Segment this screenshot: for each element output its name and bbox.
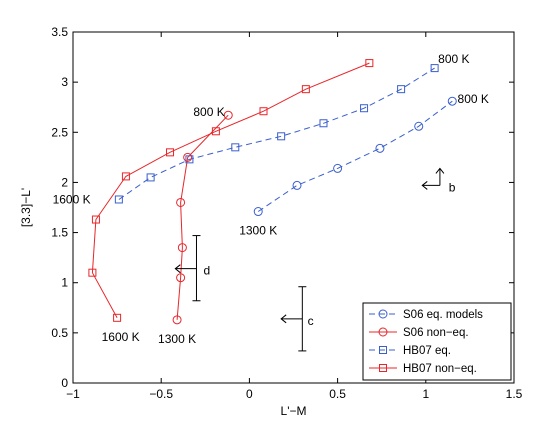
y-axis-label: [3.3]−L' xyxy=(19,188,33,227)
data-point-s2-5 xyxy=(183,152,193,162)
data-point-s2-4 xyxy=(176,197,186,207)
data-point-s3-2 xyxy=(146,173,155,182)
data-point-s3-5 xyxy=(277,132,286,141)
legend-label-4: HB07 non−eq. xyxy=(403,363,477,375)
y-tick-label-8: 3.5 xyxy=(51,25,68,39)
shift-arrowhead-d xyxy=(174,264,181,274)
error-label-c: c xyxy=(308,314,314,328)
legend-label-1: S06 eq. models xyxy=(403,309,483,321)
data-point-s4-1 xyxy=(113,313,122,322)
y-tick-label-6: 2.5 xyxy=(51,125,68,139)
legend-box xyxy=(362,302,512,381)
data-point-s3-1 xyxy=(114,195,123,204)
data-point-s1-2 xyxy=(292,180,302,190)
data-point-s4-4 xyxy=(121,172,130,181)
legend-marker-1 xyxy=(378,309,388,319)
data-point-s4-3 xyxy=(91,215,100,224)
data-point-s4-8 xyxy=(301,85,310,94)
shift-arrowhead-c xyxy=(280,314,287,324)
data-point-s3-9 xyxy=(430,64,439,73)
temperature-annotation-1: 800 K xyxy=(438,52,469,66)
error-label-d: d xyxy=(204,264,211,278)
vector-b-label: b xyxy=(449,180,456,194)
series-line-2 xyxy=(176,114,229,320)
legend-label-2: S06 non−eq. xyxy=(403,327,469,339)
data-point-s3-8 xyxy=(397,85,406,94)
y-tick-label-4: 1.5 xyxy=(51,226,68,240)
x-axis-label: L'−M xyxy=(281,404,307,418)
y-tick-label-2: 0.5 xyxy=(51,326,68,340)
data-point-s1-1 xyxy=(253,207,263,217)
data-point-s1-4 xyxy=(375,143,385,153)
plot-frame xyxy=(72,31,515,384)
series-line-1 xyxy=(257,100,453,212)
vector-b-arrowhead-left xyxy=(421,181,428,190)
temperature-annotation-2: 800 K xyxy=(458,92,489,106)
x-tick-label-1: −1 xyxy=(66,387,80,401)
data-point-s1-5 xyxy=(414,121,424,131)
data-point-s1-6 xyxy=(447,96,457,106)
y-tick-label-5: 2 xyxy=(61,175,68,189)
data-point-s4-7 xyxy=(259,107,268,116)
temperature-annotation-7: 1300 K xyxy=(158,332,196,346)
legend-marker-3 xyxy=(379,346,387,354)
legend: S06 eq. models S06 non−eq. HB07 eq. HB07 no… xyxy=(362,302,512,381)
data-point-s3-7 xyxy=(360,104,369,113)
x-tick-label-4: 0.5 xyxy=(329,387,346,401)
series-line-3 xyxy=(118,67,435,200)
annotations: 800 K 800 K 800 K 1600 K 1300 K 1600 K 1300 K xyxy=(53,52,489,346)
x-tick-label-3: 0 xyxy=(246,387,253,401)
temperature-annotation-3: 800 K xyxy=(193,105,224,119)
data-point-s3-4 xyxy=(231,143,240,152)
axes: −1 −0.5 0 0.5 1 1.5 0 0.5 1 1.5 2 2.5 3 3.5 xyxy=(51,25,522,401)
x-tick-label-6: 1.5 xyxy=(506,387,523,401)
series-line-4 xyxy=(91,62,370,319)
vector-b-arrowhead-up xyxy=(435,167,445,174)
data-point-s4-9 xyxy=(365,59,374,68)
temperature-annotation-6: 1600 K xyxy=(102,330,140,344)
y-tick-label-1: 0 xyxy=(61,376,68,390)
series-lines xyxy=(91,62,453,320)
data-point-s4-2 xyxy=(88,268,97,277)
data-point-s2-3 xyxy=(177,243,187,253)
data-point-s2-1 xyxy=(172,315,182,325)
data-point-s1-3 xyxy=(333,163,343,173)
data-point-s2-2 xyxy=(176,273,186,283)
data-point-s3-3 xyxy=(185,155,194,164)
x-tick-label-2: −0.5 xyxy=(149,387,173,401)
y-tick-label-3: 1 xyxy=(61,276,68,290)
temperature-annotation-5: 1300 K xyxy=(239,224,277,238)
legend-label-3: HB07 eq. xyxy=(403,345,451,357)
data-point-s3-6 xyxy=(319,119,328,128)
temperature-annotation-4: 1600 K xyxy=(53,192,91,206)
y-tick-label-7: 3 xyxy=(61,75,68,89)
data-point-s4-5 xyxy=(166,148,175,157)
data-point-s2-6 xyxy=(223,110,233,120)
legend-marker-2 xyxy=(378,327,388,337)
series-markers xyxy=(88,59,457,325)
data-point-s4-6 xyxy=(211,127,220,136)
x-tick-label-5: 1 xyxy=(422,387,429,401)
error-bars: d c b xyxy=(174,167,456,352)
legend-marker-4 xyxy=(379,364,387,372)
